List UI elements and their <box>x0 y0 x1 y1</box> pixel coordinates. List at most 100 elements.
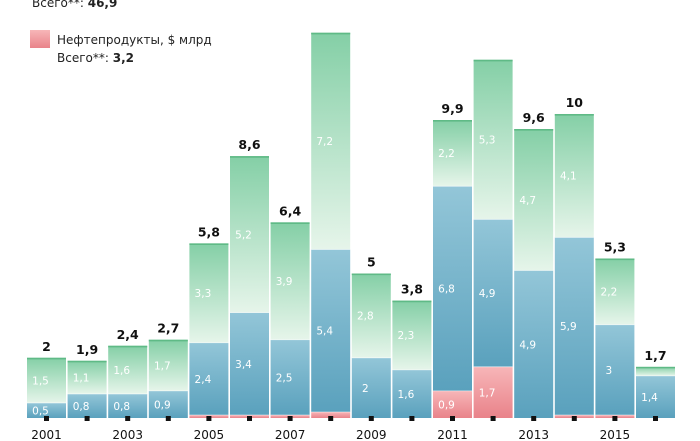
total-label-2011: 9,9 <box>441 101 463 116</box>
bar-crude-blue-2016 <box>636 375 675 418</box>
total-label-2003: 2,4 <box>117 327 139 342</box>
x-tick-2003 <box>125 416 131 421</box>
labels-layer: 0,5 1,5 2 0,8 1,1 1,9 0,8 1,6 2,4 0,9 1,7 2,7 2,4 3,3… <box>32 95 666 417</box>
bar-crude-blue-2009 <box>351 357 391 418</box>
x-tick-2005 <box>206 416 212 421</box>
bar-crude-blue-2013 <box>514 270 554 418</box>
x-tick-label-2009: 2009 <box>356 428 387 441</box>
bar-products-2012 <box>473 366 513 418</box>
x-tick-2001 <box>44 416 49 421</box>
segment-label-crude-green-2010: 2,3 <box>398 330 415 342</box>
x-tick-label-2011: 2011 <box>437 428 468 441</box>
legend-top-total-label: Всего**: <box>32 0 84 10</box>
x-tick-label-2015: 2015 <box>600 428 631 441</box>
segment-label-crude-blue-2013: 4,9 <box>519 339 536 351</box>
total-label-2001: 2 <box>42 339 51 354</box>
bar-crude-blue-2012 <box>473 219 513 367</box>
bar-crude-green-2010 <box>392 300 432 370</box>
bar-crude-blue-2008 <box>311 249 351 412</box>
x-tick-2002 <box>84 416 90 421</box>
segment-label-crude-green-2013: 4,7 <box>519 195 536 207</box>
bar-crude-blue-2002 <box>67 393 107 418</box>
segment-label-crude-blue-2008: 5,4 <box>316 326 333 338</box>
total-label-2010: 3,8 <box>401 282 423 297</box>
segment-label-crude-green-2001: 1,5 <box>32 375 49 387</box>
bar-crude-green-2004 <box>148 339 188 391</box>
bar-crude-blue-2010 <box>392 369 432 418</box>
segment-label-crude-blue-2011: 6,8 <box>438 284 455 296</box>
bar-crude-green-2005 <box>189 243 229 343</box>
legend-products-label: Нефтепродукты, $ млрд <box>57 33 212 47</box>
segment-label-crude-blue-2009: 2 <box>362 383 369 395</box>
segment-label-crude-blue-2016: 1,4 <box>641 392 658 404</box>
bar-crude-blue-2005 <box>189 342 229 415</box>
segment-label-crude-green-2012: 5,3 <box>479 135 496 147</box>
segment-label-products-2011: 0,9 <box>438 399 455 411</box>
segment-label-crude-green-2011: 2,2 <box>438 148 455 160</box>
segment-label-crude-blue-2012: 4,9 <box>479 288 496 300</box>
total-label-2009: 5 <box>367 255 376 270</box>
segment-label-crude-green-2015: 2,2 <box>601 287 618 299</box>
bar-crude-blue-2015 <box>595 324 635 415</box>
bar-crude-green-2009 <box>351 273 391 358</box>
x-tick-label-2013: 2013 <box>518 428 549 441</box>
segment-label-crude-blue-2004: 0,9 <box>154 399 171 411</box>
segment-label-crude-green-2009: 2,8 <box>357 311 374 323</box>
bar-crude-green-2007 <box>270 222 310 340</box>
total-label-2005: 5,8 <box>198 224 220 239</box>
total-label-2013: 9,6 <box>523 110 545 125</box>
legend: Всего**: 46,9 Нефтепродукты, $ млрд Всег… <box>0 0 330 80</box>
bar-crude-green-2008 <box>311 32 351 250</box>
legend-products-total-value: 3,2 <box>112 51 134 65</box>
total-label-2016: 1,7 <box>644 348 666 363</box>
segment-label-crude-green-2007: 3,9 <box>276 276 293 288</box>
bar-crude-blue-2003 <box>108 393 148 418</box>
legend-top-total-value: 46,9 <box>87 0 118 10</box>
segment-label-crude-green-2006: 5,2 <box>235 229 252 241</box>
bar-crude-green-2014 <box>554 113 594 238</box>
x-tick-label-2003: 2003 <box>112 428 143 441</box>
x-tick-2007 <box>287 416 293 421</box>
segment-label-crude-blue-2005: 2,4 <box>195 374 212 386</box>
total-label-2006: 8,6 <box>238 137 260 152</box>
legend-products-swatch <box>30 30 50 48</box>
x-tick-2004 <box>165 416 171 421</box>
bar-crude-green-2013 <box>514 129 554 271</box>
x-tick-2013 <box>531 416 537 421</box>
legend-products-total: Всего**: 3,2 <box>57 51 134 66</box>
total-label-2004: 2,7 <box>157 321 179 336</box>
segment-label-crude-blue-2015: 3 <box>606 365 613 377</box>
x-tick-2006 <box>247 416 252 421</box>
total-label-2015: 5,3 <box>604 239 626 254</box>
x-tick-2008 <box>328 416 334 421</box>
total-label-2002: 1,9 <box>76 342 98 357</box>
bar-crude-green-2006 <box>230 156 269 313</box>
x-axis: 2001 2003 2005 2007 2009 2011 2013 2015 <box>31 416 658 441</box>
bar-crude-green-2011 <box>433 120 472 187</box>
x-tick-2016 <box>653 416 658 421</box>
segment-label-crude-green-2003: 1,6 <box>113 365 130 377</box>
segment-label-crude-green-2002: 1,1 <box>73 372 90 384</box>
segment-label-crude-blue-2001: 0,5 <box>32 405 49 417</box>
total-label-2014: 10 <box>566 95 584 110</box>
bar-crude-green-2012 <box>473 59 513 220</box>
bar-products-2011 <box>433 390 472 418</box>
bar-crude-blue-2006 <box>230 312 269 415</box>
total-label-2007: 6,4 <box>279 203 301 218</box>
segment-label-crude-green-2008: 7,2 <box>316 136 333 148</box>
legend-products-total-label: Всего**: <box>57 51 109 65</box>
bar-crude-blue-2001 <box>27 402 66 418</box>
bar-products-2008 <box>311 411 351 418</box>
bars-layer <box>27 32 675 418</box>
segment-label-crude-blue-2014: 5,9 <box>560 321 577 333</box>
segment-label-crude-green-2004: 1,7 <box>154 360 171 372</box>
segment-label-crude-blue-2006: 3,4 <box>235 359 252 371</box>
bar-crude-blue-2007 <box>270 339 310 415</box>
x-tick-2010 <box>409 416 415 421</box>
segment-label-products-2012: 1,7 <box>479 387 496 399</box>
bar-crude-green-2016 <box>636 366 675 376</box>
bar-crude-green-2002 <box>67 360 107 394</box>
x-tick-label-2007: 2007 <box>275 428 306 441</box>
segment-label-crude-green-2005: 3,3 <box>195 288 212 300</box>
